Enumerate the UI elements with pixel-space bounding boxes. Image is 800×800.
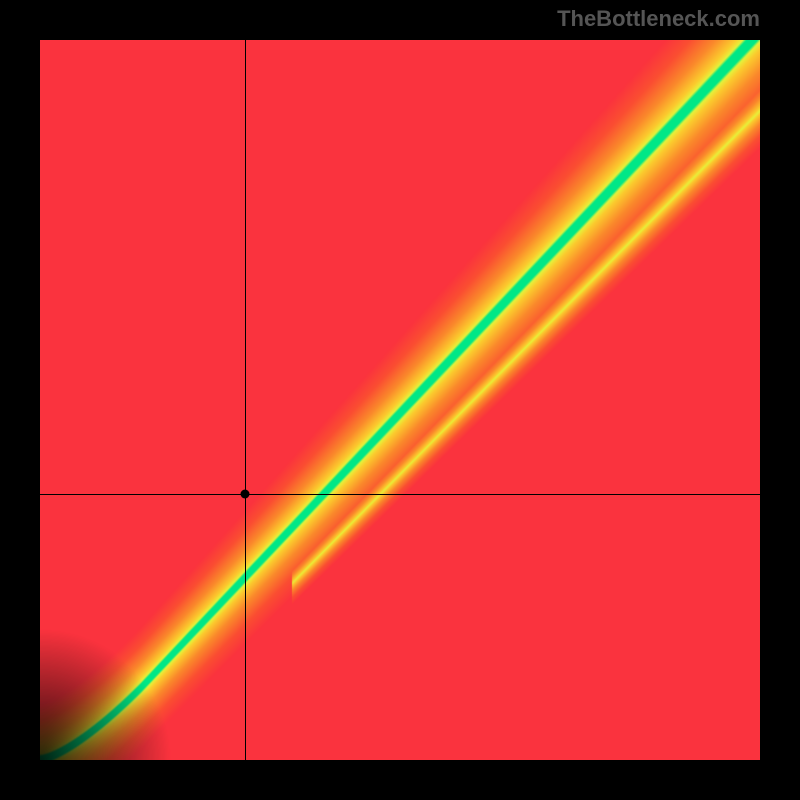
crosshair-horizontal-line	[40, 494, 760, 495]
heatmap-canvas	[40, 40, 760, 760]
crosshair-vertical-line	[245, 40, 246, 760]
heatmap-plot-area	[40, 40, 760, 760]
crosshair-marker-dot	[241, 489, 250, 498]
watermark-text: TheBottleneck.com	[557, 6, 760, 32]
